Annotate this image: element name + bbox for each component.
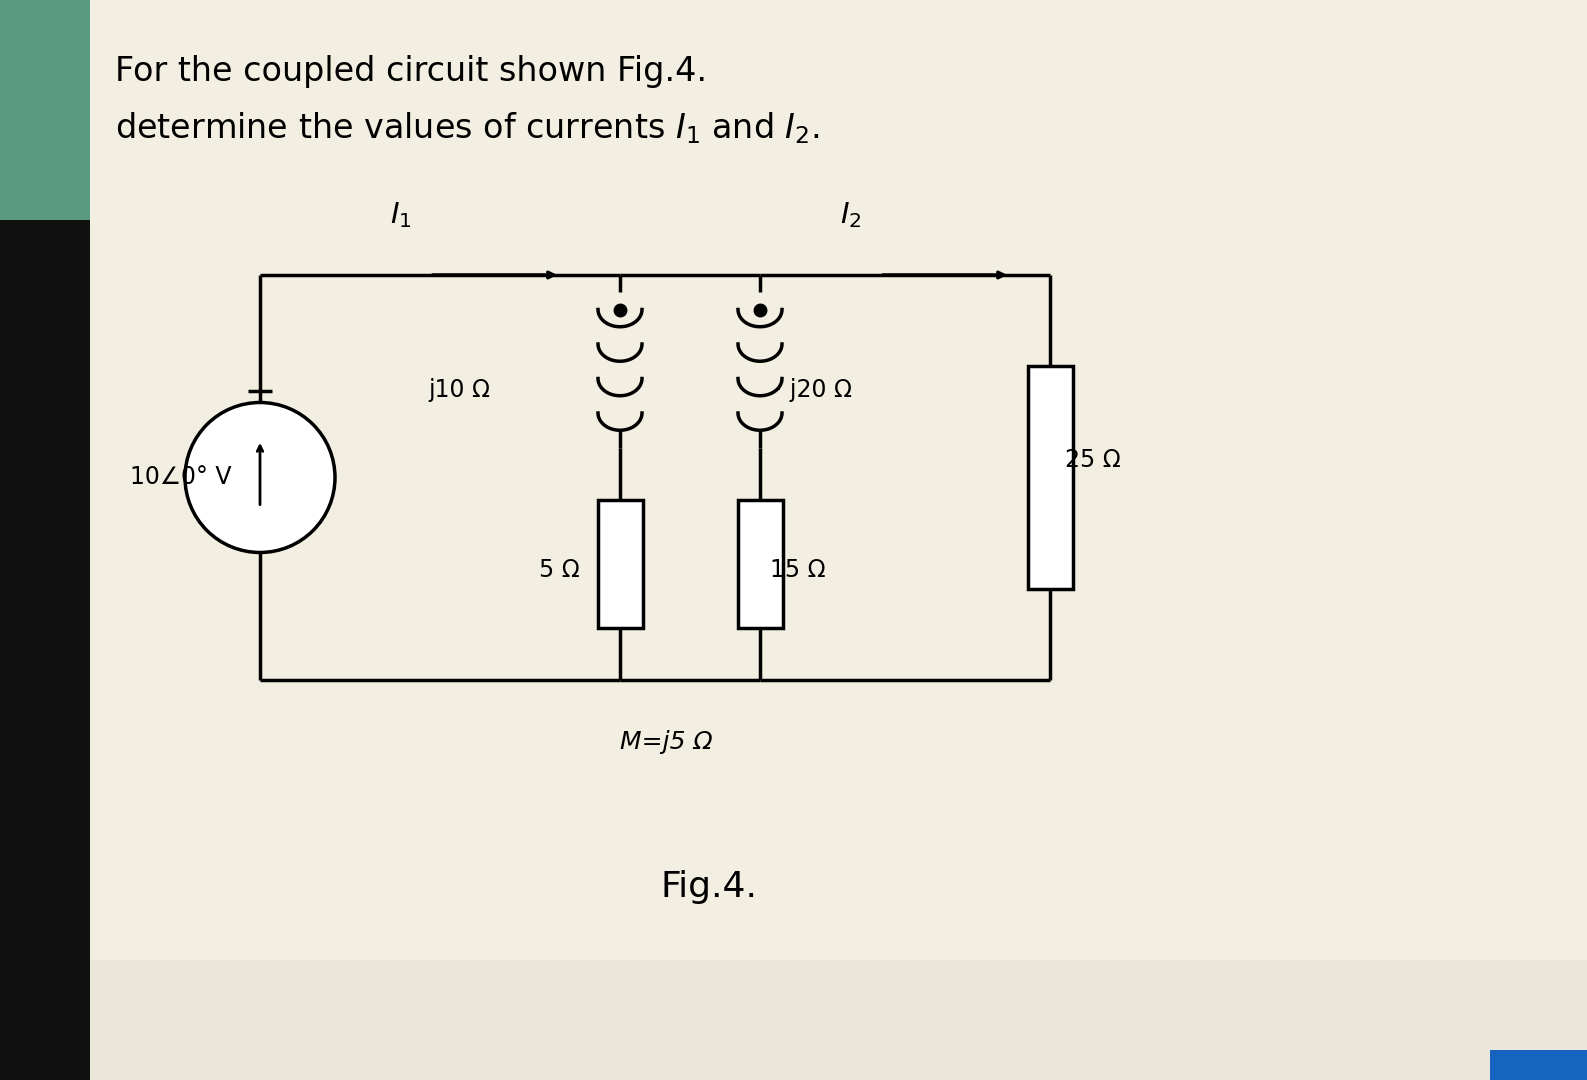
Bar: [597, 500, 643, 627]
Text: Fig.4.: Fig.4.: [660, 870, 757, 904]
Text: 25 Ω: 25 Ω: [1065, 448, 1120, 472]
Text: M=j5 Ω: M=j5 Ω: [621, 730, 713, 754]
Text: 10∠0° V: 10∠0° V: [130, 465, 232, 489]
Bar: [1027, 366, 1073, 589]
Text: $I_1$: $I_1$: [390, 200, 411, 230]
Bar: [0, 0, 95, 1080]
Text: 15 Ω: 15 Ω: [770, 558, 825, 582]
Text: · j20 Ω: · j20 Ω: [774, 378, 852, 402]
Text: 5 Ω: 5 Ω: [540, 558, 579, 582]
Bar: [1490, 1050, 1587, 1080]
Text: determine the values of currents $I_1$ and $I_2$.: determine the values of currents $I_1$ a…: [114, 110, 819, 146]
Text: $I_2$: $I_2$: [840, 200, 862, 230]
Text: j10 Ω: j10 Ω: [428, 378, 490, 402]
Bar: [738, 500, 782, 627]
Circle shape: [186, 403, 335, 553]
Text: For the coupled circuit shown Fig.4.: For the coupled circuit shown Fig.4.: [114, 55, 708, 87]
Bar: [90, 960, 1587, 1080]
Bar: [0, 0, 100, 220]
